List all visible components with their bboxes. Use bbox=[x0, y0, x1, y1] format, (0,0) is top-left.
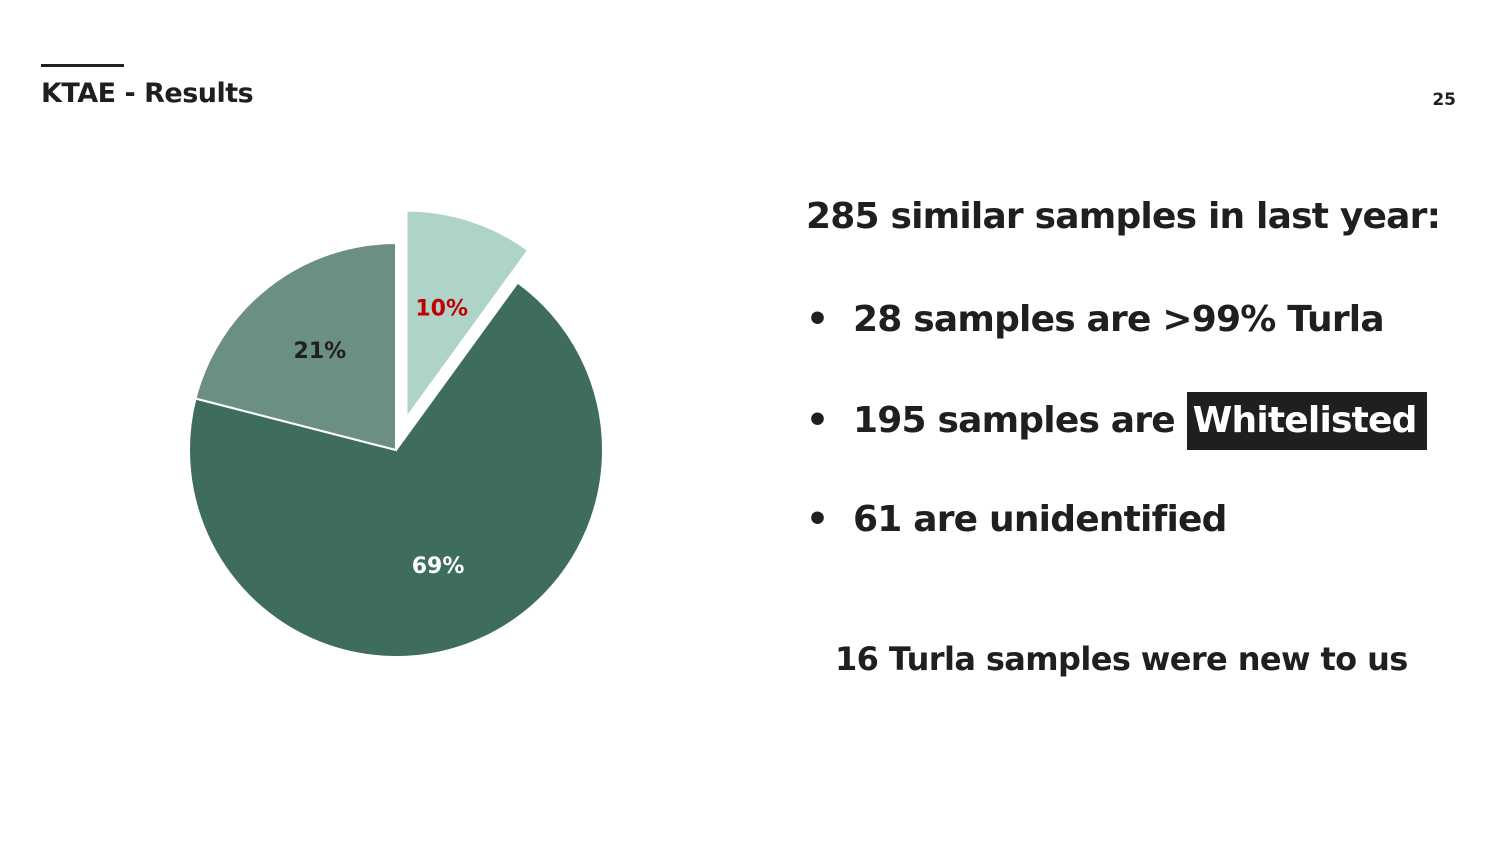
bullet-text: 61 are unidentified bbox=[853, 499, 1227, 540]
title-rule bbox=[41, 64, 124, 67]
page-number: 25 bbox=[1432, 90, 1456, 110]
slide-title: KTAE - Results bbox=[41, 78, 254, 109]
bullet-text: 28 samples are >99% Turla bbox=[853, 299, 1385, 340]
pie-slice-label-1: 69% bbox=[412, 554, 465, 579]
footnote: 16 Turla samples were new to us bbox=[835, 640, 1408, 678]
bullet-text: 195 samples are bbox=[853, 400, 1187, 441]
pie-slice-label-2: 21% bbox=[294, 339, 347, 364]
whitelisted-highlight: Whitelisted bbox=[1186, 392, 1427, 450]
bullet-item-unidentified: • 61 are unidentified bbox=[806, 492, 1427, 592]
summary-bullets: • 28 samples are >99% Turla • 195 samples … bbox=[806, 292, 1427, 592]
bullet-item-turla: • 28 samples are >99% Turla bbox=[806, 292, 1427, 392]
bullet-dot: • bbox=[806, 400, 829, 441]
pie-slice-0 bbox=[405, 209, 530, 421]
bullet-item-whitelisted: • 195 samples are Whitelisted bbox=[806, 392, 1427, 492]
pie-chart: 10% 69% 21% bbox=[188, 209, 604, 658]
bullet-dot: • bbox=[806, 499, 829, 540]
pie-slice-2 bbox=[194, 241, 397, 452]
pie-slice-label-0: 10% bbox=[415, 296, 468, 321]
pie-slice-1 bbox=[188, 281, 604, 658]
bullet-dot: • bbox=[806, 299, 829, 340]
summary-headline: 285 similar samples in last year: bbox=[806, 196, 1441, 237]
